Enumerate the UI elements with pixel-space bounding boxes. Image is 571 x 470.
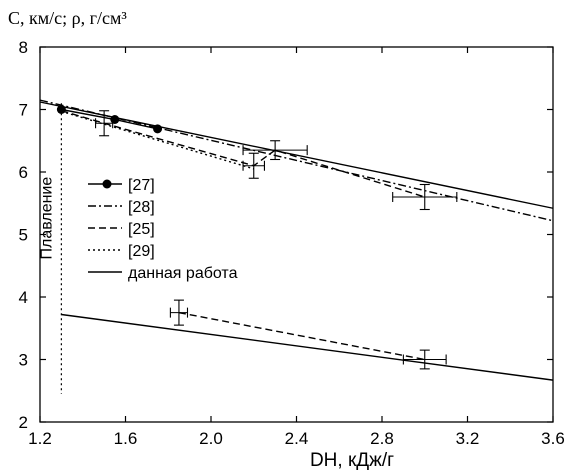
y-axis-title: C, км/с; ρ, г/см³ (8, 8, 127, 28)
legend-label: [28] (128, 199, 155, 216)
y-tick-label: 2 (19, 413, 28, 432)
legend-label: данная работа (128, 265, 238, 282)
legend-label: [27] (128, 177, 155, 194)
y-tick-label: 6 (19, 163, 28, 182)
legend-marker (102, 179, 112, 189)
y-tick-label: 5 (19, 226, 28, 245)
error-bar (169, 299, 189, 326)
y-tick-label: 3 (19, 351, 28, 370)
plot-area: 1.2 1.6 2.0 2.4 2.8 3.2 3.6 2 3 4 5 6 7 8 Плавление (19, 38, 565, 448)
melting-label: Плавление (38, 177, 55, 260)
series-line (39, 101, 554, 209)
error-bar (242, 152, 265, 179)
error-bar (392, 183, 458, 211)
x-tick-label: 3.2 (456, 429, 480, 448)
x-tick-label: 2.8 (370, 429, 394, 448)
x-tick-label: 1.6 (114, 429, 138, 448)
legend: [27] [28] [25] [29] данная работа (88, 177, 238, 282)
error-bar (242, 140, 308, 161)
plot-frame (39, 46, 554, 423)
x-axis-title: DH, кДж/г (310, 450, 394, 470)
series-line (61, 313, 554, 381)
legend-label: [29] (128, 243, 155, 260)
series-line (178, 311, 425, 361)
x-tick-label: 2.4 (285, 429, 309, 448)
y-tick-label: 4 (19, 288, 28, 307)
legend-label: [25] (128, 221, 155, 238)
y-tick-label: 7 (19, 101, 28, 120)
error-bar (95, 110, 114, 137)
series-line (61, 110, 254, 170)
y-tick-label: 8 (19, 38, 28, 57)
x-tick-label: 3.6 (541, 429, 565, 448)
x-tick-label: 2.0 (199, 429, 223, 448)
x-tick-label: 1.2 (28, 429, 52, 448)
error-bar (402, 349, 447, 370)
